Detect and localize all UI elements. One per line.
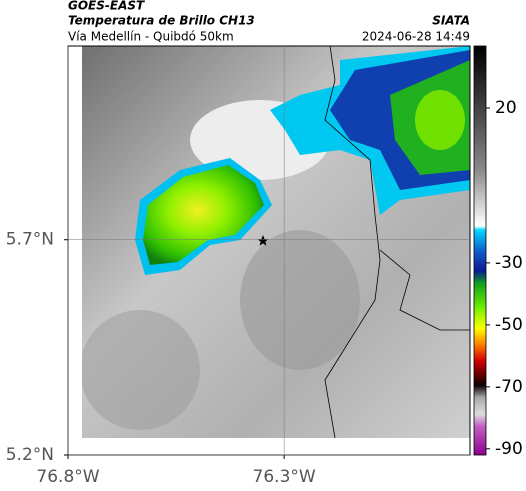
- colorbar-tick-label: -30: [495, 253, 523, 273]
- colorbar: [473, 45, 487, 456]
- y-tick-label: 5.7°N: [6, 230, 54, 250]
- colorbar-tick-label: -50: [495, 315, 523, 335]
- colorbar-tick-label: 20: [495, 98, 517, 118]
- x-tick-label: 76.3°W: [253, 467, 316, 487]
- org: SIATA: [432, 14, 470, 28]
- x-tick-label: 76.8°W: [36, 467, 99, 487]
- colorbar-tick-label: -90: [495, 439, 523, 459]
- source: GOES-EAST: [68, 0, 145, 13]
- title: Temperatura de Brillo CH13: [68, 14, 255, 28]
- colorbar-tick-label: -70: [495, 377, 523, 397]
- satellite-image: [82, 46, 470, 438]
- subtitle: Vía Medellín - Quibdó 50km: [68, 30, 234, 44]
- y-tick-label: 5.2°N: [6, 445, 54, 465]
- location-marker: [257, 235, 269, 246]
- datetime: 2024-06-28 14:49: [362, 30, 470, 44]
